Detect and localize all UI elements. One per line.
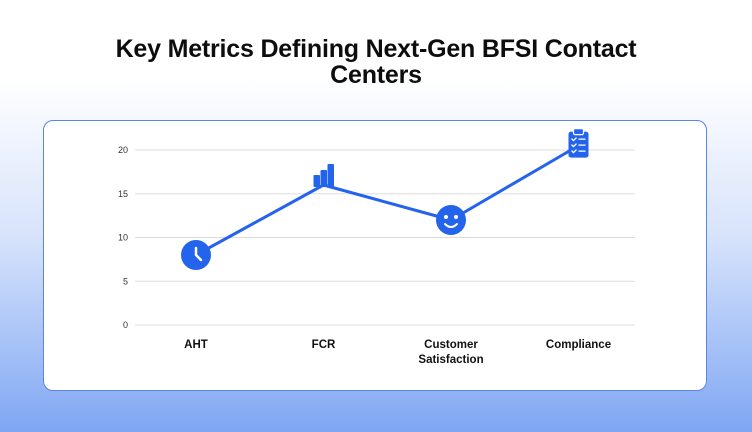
y-tick-label: 5 bbox=[123, 276, 128, 286]
smiley-icon bbox=[436, 205, 466, 235]
series-line bbox=[195, 144, 580, 257]
x-tick-label: AHT bbox=[184, 339, 208, 351]
chart-card bbox=[43, 120, 707, 391]
y-tick-label: 20 bbox=[118, 145, 128, 155]
chart-title-line-2: Centers bbox=[330, 61, 422, 89]
chart-title: Key Metrics Defining Next-Gen BFSI Conta… bbox=[0, 36, 752, 88]
x-tick-label: FCR bbox=[312, 339, 336, 351]
y-tick-label: 0 bbox=[123, 320, 128, 330]
clock-icon bbox=[181, 240, 211, 270]
clipboard-icon bbox=[568, 128, 589, 158]
y-tick-label: 10 bbox=[118, 233, 128, 243]
x-tick-label: Customer bbox=[424, 339, 478, 351]
y-tick-label: 15 bbox=[118, 189, 128, 199]
x-tick-label: Compliance bbox=[546, 339, 611, 351]
x-tick-label: Satisfaction bbox=[418, 354, 483, 366]
bar-chart-icon bbox=[313, 164, 334, 187]
chart-title-line-1: Key Metrics Defining Next-Gen BFSI Conta… bbox=[115, 35, 637, 63]
